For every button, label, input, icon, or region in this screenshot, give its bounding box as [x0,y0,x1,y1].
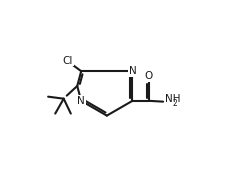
Text: O: O [144,71,153,81]
Text: N: N [77,96,85,106]
Text: N: N [129,66,136,76]
Text: 2: 2 [172,99,177,108]
Text: NH: NH [165,94,181,104]
Text: Cl: Cl [62,56,73,66]
